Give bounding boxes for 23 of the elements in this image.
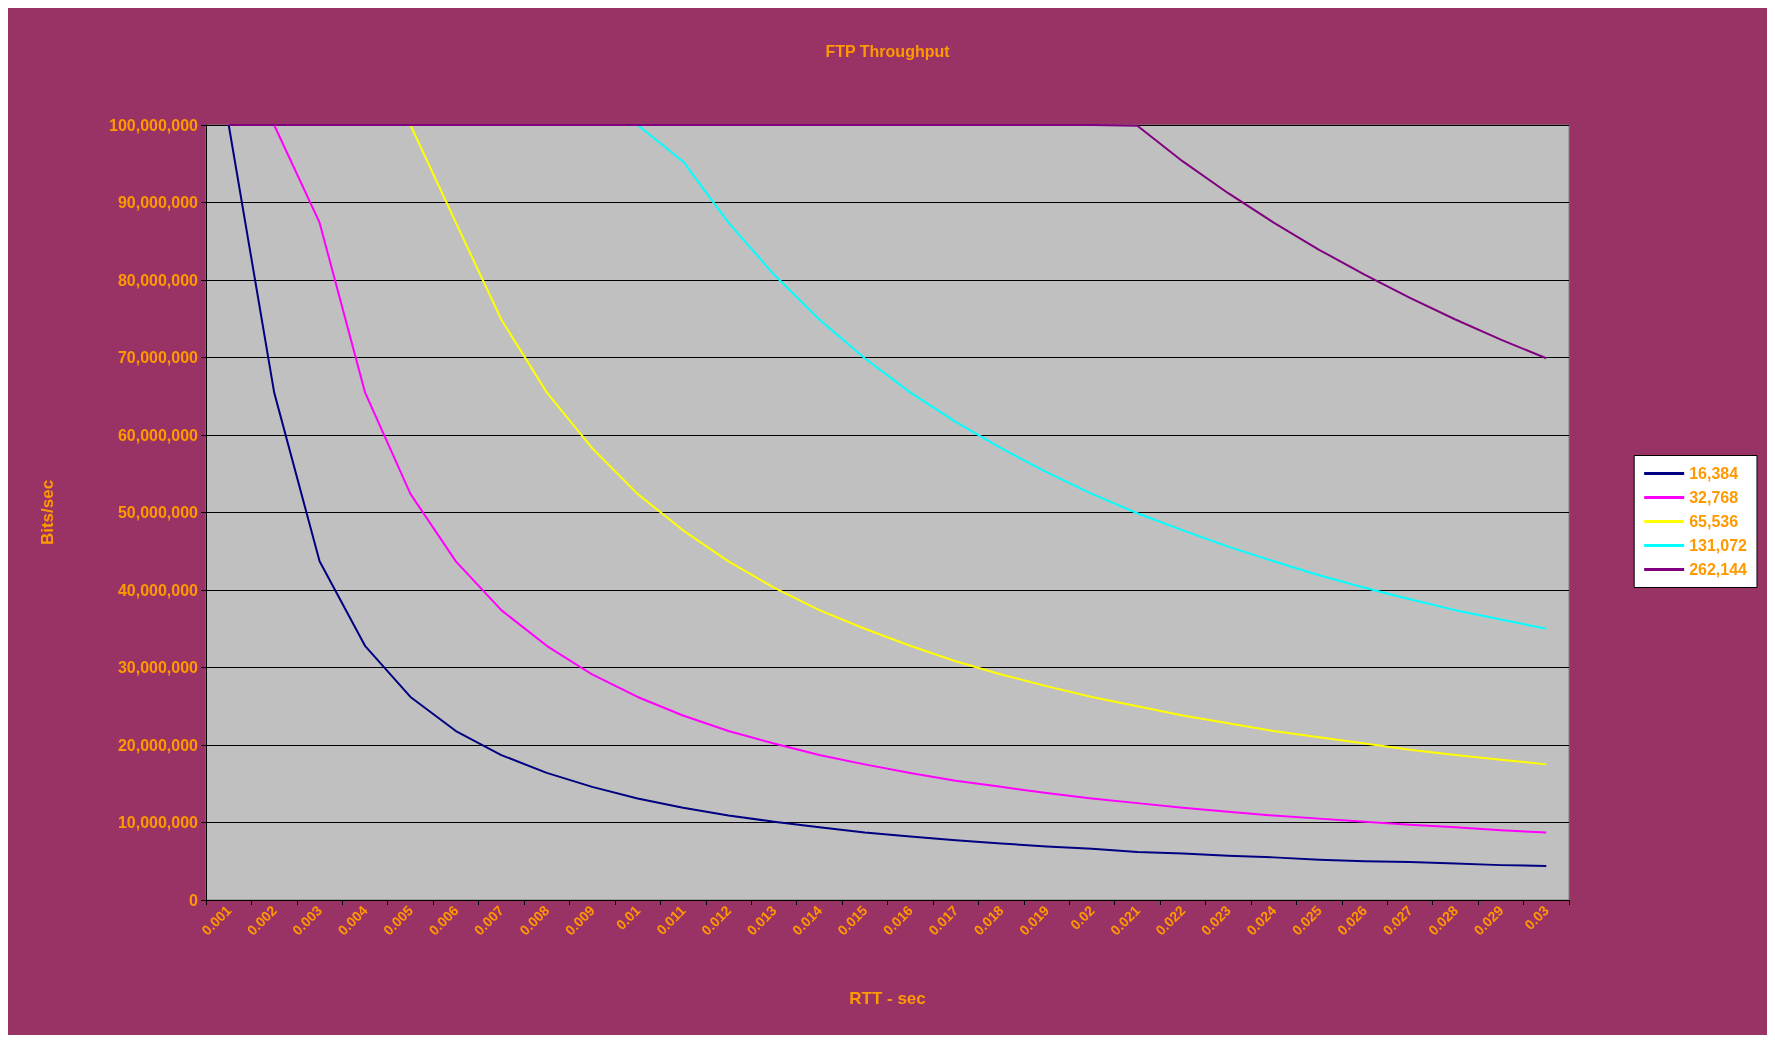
y-tick-label: 100,000,000 (109, 116, 199, 134)
y-tick-label: 50,000,000 (117, 504, 199, 521)
y-tick-label: 40,000,000 (117, 581, 199, 599)
x-tick-label: 0.03 (1521, 902, 1553, 933)
y-tick-label: 80,000,000 (117, 271, 199, 289)
line-series (227, 124, 1548, 360)
y-tick-label: 60,000,000 (117, 426, 199, 444)
legend-label: 32,768 (1689, 489, 1739, 506)
y-tick-label: 0 (189, 891, 199, 909)
x-tick-label: 0.01 (612, 902, 644, 933)
legend-label: 262,144 (1689, 561, 1748, 578)
legend-label: 131,072 (1689, 537, 1748, 554)
chart-title: FTP Throughput (825, 42, 951, 60)
y-tick-label: 30,000,000 (117, 659, 199, 676)
y-tick-label: 10,000,000 (117, 814, 199, 831)
y-tick-label: 70,000,000 (117, 349, 199, 366)
x-axis-title: RTT - sec (849, 989, 926, 1008)
y-tick-label: 20,000,000 (117, 736, 199, 754)
y-axis-title: Bits/sec (38, 479, 57, 546)
legend-label: 65,536 (1689, 513, 1739, 530)
legend-label: 16,384 (1689, 465, 1739, 482)
y-tick-label: 90,000,000 (117, 194, 199, 211)
x-tick-label: 0.02 (1067, 902, 1098, 933)
